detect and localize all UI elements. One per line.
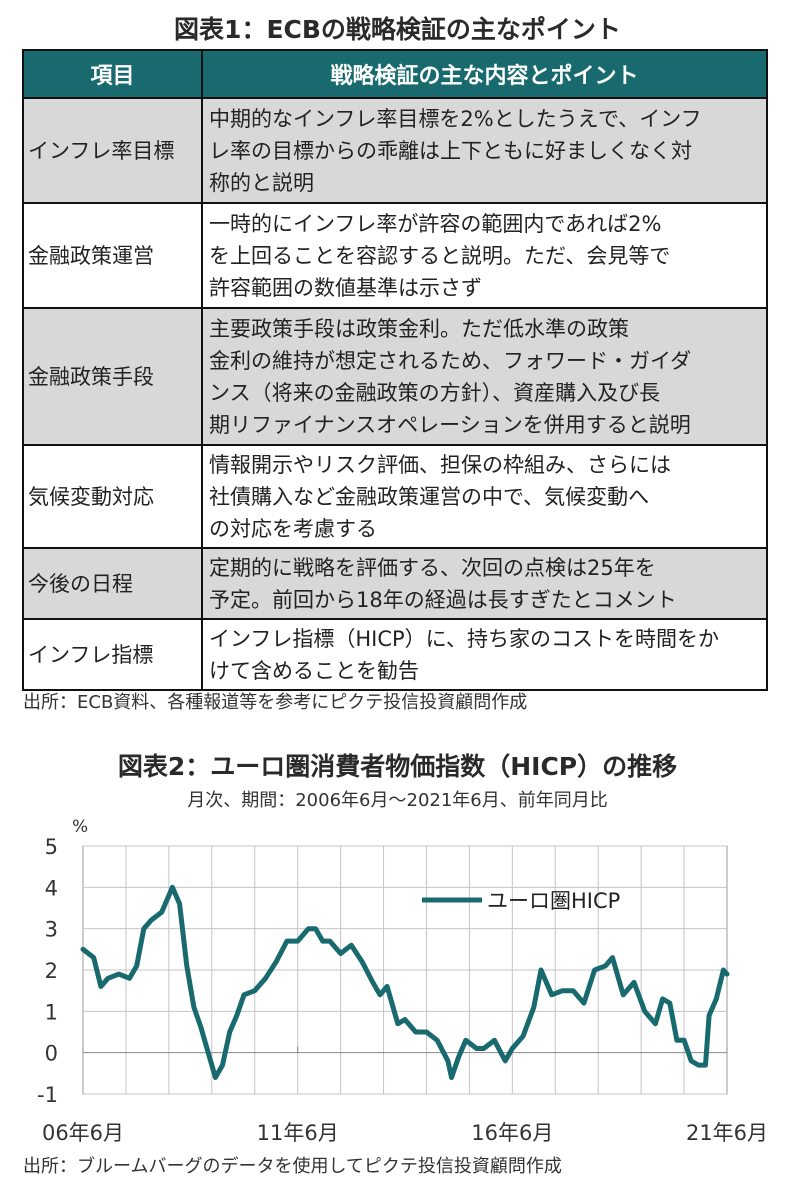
row-content-line: 予定。前回から18年の経過は長すぎたとコメント (209, 587, 677, 612)
y-tick-label: 3 (45, 918, 58, 942)
row-content-line: 中期的なインフレ率目標を2%としたうえで、インフ (209, 106, 702, 131)
y-tick-label: 2 (45, 959, 58, 983)
x-tick-label: 06年6月 (42, 1121, 124, 1145)
row-content-line: 情報開示やリスク評価、担保の枠組み、さらには (209, 452, 671, 477)
chart-subtitle: 月次、期間：2006年6月～2021年6月、前年同月比 (187, 790, 608, 811)
row-content: 定期的に戦略を評価する、次回の点検は25年を 予定。前回から18年の経過は長すぎ… (201, 547, 768, 620)
table1-title: 図表1：ECBの戦略検証の主なポイント (174, 15, 621, 44)
row-content-line: 一時的にインフレ率が許容の範囲内であれば2% (209, 211, 662, 236)
row-item: 金融政策手段 (22, 307, 203, 446)
table-row: インフレ率目標 中期的なインフレ率目標を2%としたうえで、インフ レ率の目標から… (22, 97, 768, 204)
row-content: 情報開示やリスク評価、担保の枠組み、さらには 社債購入など金融政策運営の中で、気… (201, 444, 768, 549)
row-item: インフレ指標 (22, 618, 203, 691)
row-content: 中期的なインフレ率目標を2%としたうえで、インフ レ率の目標からの乖離は上下とも… (201, 97, 768, 204)
y-tick-label: 4 (45, 876, 58, 900)
row-item: 気候変動対応 (22, 444, 203, 549)
row-content-line: の対応を考慮する (209, 516, 377, 541)
row-item: 金融政策運営 (22, 202, 203, 309)
table-row: インフレ指標 インフレ指標（HICP）に、持ち家のコストを時間をか けて含めるこ… (22, 618, 768, 691)
chart-title: 図表2：ユーロ圏消費者物価指数（HICP）の推移 (117, 752, 678, 781)
y-axis-unit-label: % (72, 817, 88, 837)
row-content: インフレ指標（HICP）に、持ち家のコストを時間をか けて含めることを勧告 (201, 618, 768, 691)
hicp-series-line (80, 884, 730, 1080)
row-content-line: インフレ指標（HICP）に、持ち家のコストを時間をか (209, 626, 720, 651)
header-content: 戦略検証の主な内容とポイント (201, 49, 768, 99)
header-item: 項目 (22, 49, 203, 99)
row-content-line: 金利の維持が想定されるため、フォワード・ガイダ (209, 348, 692, 373)
x-tick-label: 16年6月 (471, 1121, 553, 1145)
row-content-line: 主要政策手段は政策金利。ただ低水準の政策 (209, 316, 629, 341)
table-row: 金融政策運営 一時的にインフレ率が許容の範囲内であれば2% を上回ることを容認す… (22, 202, 768, 309)
row-content-line: 定期的に戦略を評価する、次回の点検は25年を (209, 555, 656, 580)
strategy-review-table: 項目 戦略検証の主な内容とポイント インフレ率目標 中期的なインフレ率目標を2%… (22, 49, 768, 691)
table-row: 気候変動対応 情報開示やリスク評価、担保の枠組み、さらには 社債購入など金融政策… (22, 444, 768, 549)
table-header-row: 項目 戦略検証の主な内容とポイント (22, 49, 768, 99)
y-tick-label: 5 (45, 835, 58, 859)
row-content-line: 許容範囲の数値基準は示さず (209, 275, 482, 300)
y-tick-label: 1 (45, 1000, 58, 1024)
table-row: 金融政策手段 主要政策手段は政策金利。ただ低水準の政策 金利の維持が想定されるた… (22, 307, 768, 446)
x-tick-label: 11年6月 (257, 1121, 339, 1145)
y-tick-label: -1 (37, 1083, 58, 1107)
row-content-line: けて含めることを勧告 (209, 658, 419, 683)
row-content-line: ンス（将来の金融政策の方針）、資産購入及び長 (209, 380, 661, 405)
row-content-line: 称的と説明 (209, 170, 314, 195)
row-content-line: を上回ることを容認すると説明。ただ、会見等で (209, 243, 671, 268)
row-item: 今後の日程 (22, 547, 203, 620)
x-tick-label: 21年6月 (686, 1121, 768, 1145)
table-row: 今後の日程 定期的に戦略を評価する、次回の点検は25年を 予定。前回から18年の… (22, 547, 768, 620)
row-content-line: レ率の目標からの乖離は上下ともに好ましくなく対 (209, 138, 692, 163)
row-content: 主要政策手段は政策金利。ただ低水準の政策 金利の維持が想定されるため、フォワード… (201, 307, 768, 446)
y-tick-label: 0 (45, 1042, 58, 1066)
row-item: インフレ率目標 (22, 97, 203, 204)
legend-label: ユーロ圏HICP (487, 889, 620, 913)
row-content: 一時的にインフレ率が許容の範囲内であれば2% を上回ることを容認すると説明。ただ… (201, 202, 768, 309)
row-content-line: 期リファイナンスオペレーションを併用すると説明 (209, 412, 691, 437)
chart-source: 出所：ブルームバーグのデータを使用してピクテ投信投資顧問作成 (23, 1156, 562, 1177)
row-content-line: 社債購入など金融政策運営の中で、気候変動へ (209, 484, 650, 509)
table1-source: 出所：ECB資料、各種報道等を参考にピクテ投信投資顧問作成 (23, 692, 528, 713)
